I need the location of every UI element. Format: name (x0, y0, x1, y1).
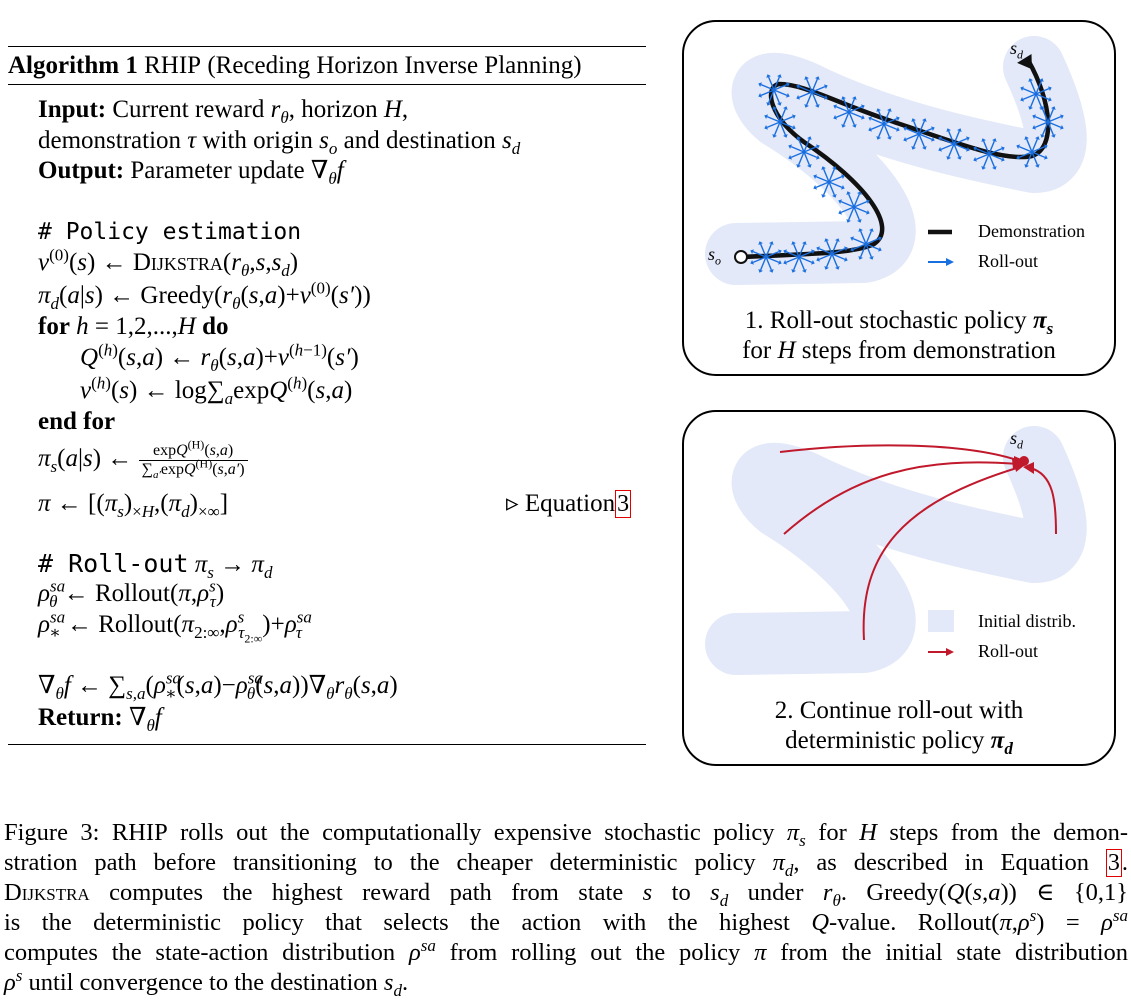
caption-line-3: Dijkstra computes the highest reward pat… (4, 879, 1128, 910)
comment-policy-estimation: # Policy estimation (38, 219, 302, 245)
input-line: Input: Current reward rθ, horizon H, (38, 96, 409, 127)
algorithm-block: Algorithm 1 RHIP (Receding Horizon Inver… (8, 44, 646, 749)
rollout-arrow-star (973, 138, 1005, 170)
rollout-arrow-star (868, 108, 900, 140)
rollout-theta-line: ρsaθ ← Rollout(π,ρsτ) (38, 576, 225, 611)
caption-line-1: Figure 3: RHIP rolls out the computation… (4, 819, 1128, 850)
panel1-caption-line2: for H steps from demonstration (742, 337, 1056, 364)
algorithm-top-rule (8, 46, 646, 47)
rollout-arrow-star (796, 76, 828, 108)
caption-line-2: stration path before transitioning to th… (4, 849, 1128, 880)
rollout-arrow-star (788, 136, 820, 168)
rollout-arrow-star (838, 191, 870, 223)
policy-concat-line: π ← [(πs)×H,(πd)×∞] (38, 490, 229, 521)
panel2-caption-line1: 2. Continue roll-out with (774, 697, 1024, 724)
legend-demonstration: Demonstration (978, 221, 1085, 241)
algorithm-title: Algorithm 1 RHIP (Receding Horizon Inver… (8, 52, 582, 80)
rollout-arrow-star (833, 96, 865, 128)
rollout-path-2 (783, 461, 1019, 535)
input-line-2: demonstration τ with origin so and desti… (38, 127, 521, 158)
rollout-arrow-star (816, 238, 848, 270)
return-line: Return: ∇θf (38, 704, 162, 735)
rollout-arrow-star (903, 118, 935, 150)
gradient-line: ∇θf ← ∑s,a(ρsa∗(s,a)−ρsaθ(s,a))∇θrθ(s,a) (38, 668, 398, 703)
rollout-paths (779, 444, 1057, 641)
rollout-path-1 (779, 444, 1021, 462)
rollout-arrow-star (813, 166, 845, 198)
rollout-star-line: ρsa∗ ← Rollout(π2:∞,ρsτ2:∞)+ρsaτ (38, 607, 312, 646)
rollout-arrow-star (750, 241, 782, 273)
end-for-line: end for (38, 408, 116, 435)
demonstration-path (739, 57, 1051, 260)
panel1-caption-line1: 1. Roll-out stochastic policy πs (744, 307, 1054, 338)
rollout-arrow-star (758, 74, 790, 106)
output-line: Output: Parameter update ∇θf (38, 157, 344, 188)
rollout-arrow-star (783, 241, 815, 273)
panel1-so-label: so (708, 244, 722, 268)
panel2-illustration (705, 426, 1087, 675)
dijkstra-line: v(0)(s) ← Dijkstra(rθ,s,sd) (38, 245, 299, 280)
destination-marker (1019, 456, 1029, 466)
legend-rollout-blue: Roll-out (978, 251, 1039, 271)
rollout-path-3 (862, 466, 1021, 641)
q-update-line: Q(h)(s,a) ← rθ(s,a)+v(h−1)(s′) (80, 340, 359, 375)
panel1-sd-label: sd (1010, 38, 1024, 62)
caption-line-5: computes the state-action distribution ρ… (4, 935, 1128, 966)
rollout-arrow-star (1016, 136, 1048, 168)
caption-equation-link[interactable]: 3 (1105, 849, 1122, 877)
rollout-path-4 (1029, 467, 1057, 535)
v-update-line: v(h)(s) ← log∑aexpQ(h)(s,a) (80, 373, 353, 408)
origin-marker (734, 250, 748, 264)
demonstration-arrowhead (1017, 53, 1032, 70)
panel2-sd-label: sd (1010, 428, 1024, 452)
comment-rollout: # Roll-out πs → πd (38, 549, 273, 582)
figure-caption: Figure 3: RHIP rolls out the computation… (4, 818, 1129, 1000)
for-line: for h = 1,2,...,H do (38, 313, 229, 340)
panel2-caption-line2: deterministic policy πd (785, 727, 1013, 758)
softmax-line: πs(a|s) ← expQ(H)(s,a) ∑a′expQ(H)(s,a′) (38, 439, 248, 481)
algorithm-bottom-rule (8, 744, 646, 745)
algorithm-name: RHIP (144, 52, 202, 79)
panel-deterministic-rollout: sd Initial distrib. Roll-out 2. Continue… (682, 410, 1116, 766)
algorithm-title-paren: (Receding Horizon Inverse Planning) (207, 52, 582, 79)
legend-initial-distrib: Initial distrib. (978, 611, 1076, 631)
rollout-arrow-star (850, 228, 882, 260)
legend-initial-swatch (928, 610, 954, 632)
rollout-arrow-star (1020, 78, 1052, 110)
rollout-arrow-stars (750, 74, 1064, 273)
equation-link[interactable]: 3 (615, 490, 632, 518)
algorithm-title-rule (8, 84, 646, 85)
greedy-line: πd(a|s) ← Greedy(rθ(s,a)+v(0)(s′)) (38, 278, 371, 313)
input-label: Input: (38, 96, 107, 123)
caption-line-4: is the deterministic policy that selects… (4, 905, 1129, 936)
algorithm-label: Algorithm 1 (8, 52, 138, 79)
caption-line-6: ρs until convergence to the destination … (4, 965, 409, 1000)
equation-reference: ▹ Equation3 (506, 490, 632, 518)
panel1-illustration (705, 36, 1087, 285)
output-label: Output: (38, 157, 125, 184)
rollout-arrow-star (938, 128, 970, 160)
panel-stochastic-rollout: sd so Demonstration Roll-out 1. Roll-out… (682, 20, 1116, 376)
rollout-arrow-star (764, 106, 796, 138)
legend-rollout-red: Roll-out (978, 641, 1039, 661)
